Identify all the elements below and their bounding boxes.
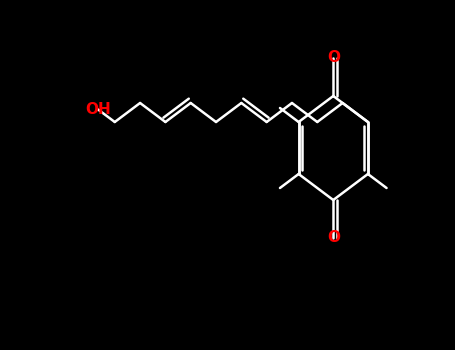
Text: O: O bbox=[327, 50, 340, 65]
Text: OH: OH bbox=[85, 102, 111, 117]
Text: O: O bbox=[327, 231, 340, 245]
